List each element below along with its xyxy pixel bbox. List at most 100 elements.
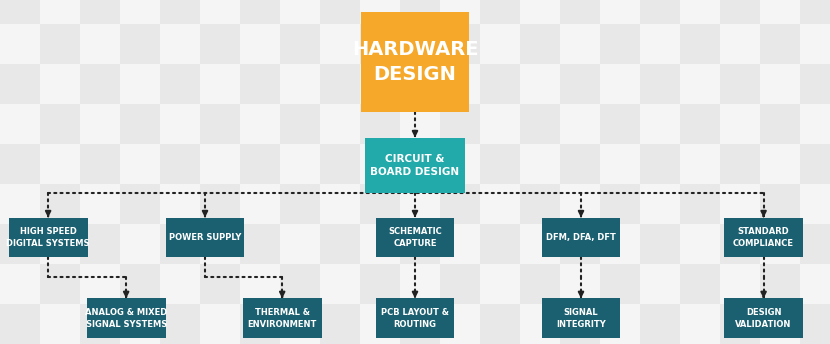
Bar bbox=[320, 24, 360, 64]
Text: SCHEMATIC
CAPTURE: SCHEMATIC CAPTURE bbox=[388, 227, 442, 248]
Bar bbox=[680, 144, 720, 184]
Bar bbox=[560, 304, 600, 344]
Bar bbox=[800, 224, 830, 264]
Bar bbox=[800, 184, 830, 224]
Bar bbox=[600, 184, 640, 224]
Bar bbox=[0, 144, 40, 184]
Bar bbox=[120, 144, 160, 184]
Bar bbox=[40, 224, 80, 264]
Bar bbox=[480, 184, 520, 224]
Bar bbox=[160, 24, 200, 64]
Bar bbox=[520, 184, 560, 224]
Bar bbox=[80, 264, 120, 304]
Bar bbox=[320, 264, 360, 304]
Bar bbox=[280, 184, 320, 224]
Bar bbox=[560, 64, 600, 104]
Bar bbox=[160, 144, 200, 184]
Bar bbox=[0, 224, 40, 264]
Bar bbox=[440, 0, 480, 24]
Bar bbox=[520, 264, 560, 304]
Bar bbox=[240, 184, 280, 224]
Bar bbox=[160, 0, 200, 24]
Bar bbox=[640, 304, 680, 344]
Bar bbox=[800, 144, 830, 184]
Bar bbox=[680, 104, 720, 144]
Bar bbox=[680, 24, 720, 64]
Bar bbox=[320, 64, 360, 104]
Bar bbox=[800, 0, 830, 24]
Bar bbox=[680, 224, 720, 264]
Bar bbox=[640, 184, 680, 224]
Bar bbox=[400, 264, 440, 304]
Bar bbox=[240, 24, 280, 64]
Bar bbox=[680, 184, 720, 224]
Bar bbox=[640, 144, 680, 184]
Bar bbox=[480, 224, 520, 264]
Bar bbox=[200, 0, 240, 24]
Bar bbox=[800, 64, 830, 104]
Bar bbox=[40, 264, 80, 304]
Bar bbox=[760, 224, 800, 264]
Bar bbox=[400, 24, 440, 64]
Bar bbox=[240, 144, 280, 184]
Text: ANALOG & MIXED
SIGNAL SYSTEMS: ANALOG & MIXED SIGNAL SYSTEMS bbox=[85, 308, 168, 329]
Bar bbox=[640, 224, 680, 264]
Bar bbox=[760, 144, 800, 184]
Bar bbox=[280, 24, 320, 64]
Bar bbox=[800, 24, 830, 64]
Bar bbox=[480, 264, 520, 304]
Bar bbox=[600, 304, 640, 344]
Bar bbox=[0, 264, 40, 304]
Text: POWER SUPPLY: POWER SUPPLY bbox=[168, 233, 242, 242]
Bar bbox=[120, 224, 160, 264]
Bar bbox=[240, 304, 280, 344]
Bar bbox=[0, 0, 40, 24]
Bar bbox=[520, 0, 560, 24]
Bar bbox=[800, 104, 830, 144]
Bar bbox=[360, 264, 400, 304]
Bar bbox=[120, 264, 160, 304]
Bar bbox=[200, 104, 240, 144]
Bar bbox=[800, 304, 830, 344]
Bar bbox=[560, 184, 600, 224]
Bar bbox=[640, 264, 680, 304]
Bar bbox=[400, 104, 440, 144]
FancyBboxPatch shape bbox=[365, 138, 465, 193]
Bar bbox=[200, 264, 240, 304]
Bar bbox=[520, 104, 560, 144]
Bar bbox=[440, 184, 480, 224]
Bar bbox=[760, 24, 800, 64]
Bar bbox=[160, 224, 200, 264]
Bar bbox=[560, 104, 600, 144]
Text: SIGNAL
INTEGRITY: SIGNAL INTEGRITY bbox=[556, 308, 606, 329]
Bar bbox=[0, 24, 40, 64]
FancyBboxPatch shape bbox=[243, 298, 322, 338]
Bar bbox=[360, 304, 400, 344]
Bar bbox=[520, 224, 560, 264]
Bar bbox=[600, 224, 640, 264]
Bar bbox=[0, 184, 40, 224]
Bar bbox=[280, 304, 320, 344]
FancyBboxPatch shape bbox=[375, 298, 455, 338]
Bar bbox=[600, 24, 640, 64]
Bar bbox=[200, 64, 240, 104]
Text: STANDARD
COMPLIANCE: STANDARD COMPLIANCE bbox=[733, 227, 794, 248]
Bar bbox=[560, 144, 600, 184]
Bar bbox=[40, 144, 80, 184]
Bar bbox=[40, 104, 80, 144]
Bar bbox=[240, 264, 280, 304]
Text: THERMAL &
ENVIRONMENT: THERMAL & ENVIRONMENT bbox=[247, 308, 317, 329]
Bar bbox=[480, 0, 520, 24]
Bar bbox=[640, 64, 680, 104]
Bar bbox=[280, 264, 320, 304]
Bar bbox=[360, 224, 400, 264]
Bar bbox=[680, 64, 720, 104]
Bar bbox=[80, 144, 120, 184]
Bar bbox=[520, 144, 560, 184]
Text: HIGH SPEED
DIGITAL SYSTEMS: HIGH SPEED DIGITAL SYSTEMS bbox=[7, 227, 90, 248]
Bar bbox=[80, 104, 120, 144]
Bar bbox=[160, 104, 200, 144]
Bar bbox=[120, 24, 160, 64]
Bar bbox=[640, 104, 680, 144]
Bar bbox=[720, 264, 760, 304]
